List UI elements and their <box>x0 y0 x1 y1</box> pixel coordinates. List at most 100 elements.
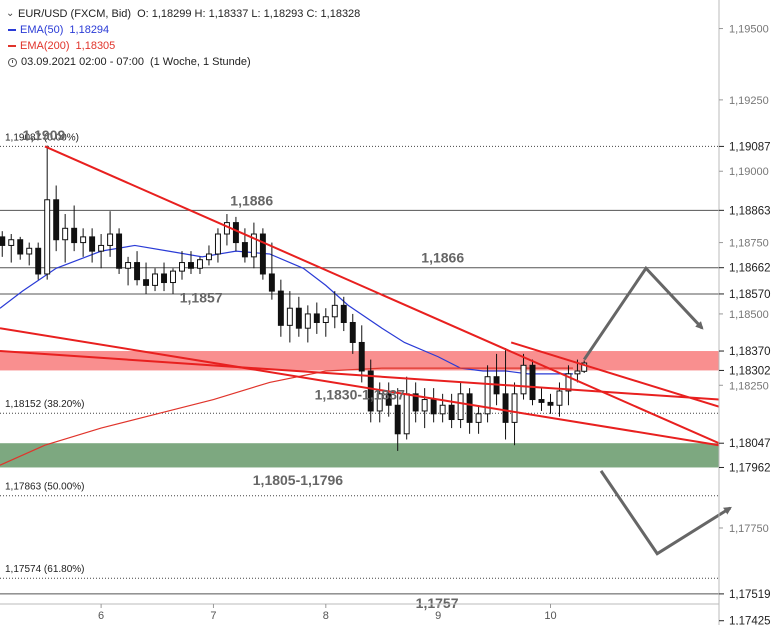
candle-body <box>214 233 221 255</box>
candle-body <box>277 290 284 326</box>
trendline <box>44 145 719 445</box>
candle-body <box>250 233 257 258</box>
candle-body <box>529 364 536 401</box>
y-tick-label: 1,19250 <box>729 95 769 107</box>
legend-ema50-label: EMA(50) <box>20 24 64 36</box>
candle-body <box>62 227 69 241</box>
price-marker-bg <box>720 138 780 155</box>
candle-body <box>581 362 588 372</box>
candle-body <box>367 370 374 412</box>
x-tick-label: 8 <box>323 610 329 622</box>
ema50-line <box>0 244 573 375</box>
candle-body <box>439 404 446 415</box>
candle-body <box>89 236 96 252</box>
ema50-swatch <box>8 29 16 31</box>
candle-body <box>205 253 212 261</box>
candle-body <box>457 393 464 421</box>
price-annotation: 1,1805-1,1796 <box>253 472 344 488</box>
candle-body <box>331 304 338 318</box>
candle-body <box>565 373 572 392</box>
candle-body <box>376 393 383 412</box>
price-marker-bg <box>720 435 780 452</box>
price-marker-bg <box>720 612 780 625</box>
candle-body <box>295 307 302 329</box>
price-marker-label: 1,18863 <box>729 205 771 217</box>
price-marker-bg <box>720 202 780 219</box>
price-marker-label: 1,18370 <box>729 346 771 358</box>
legend-ema200-label: EMA(200) <box>20 40 70 52</box>
candle-body <box>71 227 78 244</box>
candle-body <box>241 242 248 258</box>
price-marker-label: 1,18047 <box>729 438 771 450</box>
candle-body <box>170 270 176 284</box>
candle-body <box>322 316 329 323</box>
candle-body <box>116 233 123 269</box>
candle-body <box>80 236 87 244</box>
candle-body <box>412 393 419 412</box>
candle-body <box>385 393 392 406</box>
trendline <box>0 327 719 447</box>
candle-body <box>188 262 194 269</box>
bearish-scenario-arrow <box>599 470 732 556</box>
candle-body <box>8 239 15 246</box>
candle-body <box>556 390 563 406</box>
price-marker-bg <box>720 459 780 476</box>
candle-body <box>98 244 105 252</box>
price-annotation: 1,1866 <box>421 250 464 266</box>
candle-body <box>421 399 428 412</box>
candle-body <box>313 313 320 323</box>
x-tick-label: 7 <box>210 610 216 622</box>
price-annotation: 1,1886 <box>230 192 273 208</box>
candle-body <box>430 399 437 415</box>
fib-level-label: 1,19087 (0.00%) <box>5 132 79 143</box>
fib-level-label: 1,17574 (61.80%) <box>5 564 85 575</box>
candle-body <box>107 233 114 246</box>
plot-area <box>0 145 719 595</box>
price-annotation: 1,1757 <box>416 595 459 611</box>
candle-body <box>466 393 473 423</box>
candle-body <box>484 376 491 415</box>
chevron-down-icon[interactable]: ⌄ <box>6 8 15 19</box>
candle-body <box>152 273 159 286</box>
candle-body <box>161 273 167 284</box>
price-marker-bg <box>720 259 780 276</box>
candle-body <box>511 393 518 423</box>
candle-body <box>394 404 401 435</box>
candle-body <box>232 222 239 244</box>
candle-body <box>538 399 545 403</box>
price-marker-label: 1,18570 <box>729 289 771 301</box>
legend-ema200-value: 1,18305 <box>75 40 116 52</box>
candle-body <box>143 279 150 286</box>
price-annotation: 1,1830-1,1837 <box>315 387 406 403</box>
x-tick-label: 10 <box>544 610 556 622</box>
price-annotation: 1,1909 <box>22 127 65 143</box>
candle-body <box>197 259 203 269</box>
price-marker-bg <box>720 585 780 602</box>
y-tick-label: 1,19000 <box>729 166 769 178</box>
price-marker-label: 1,18302 <box>729 365 771 377</box>
legend-ohlc: O: 1,18299 H: 1,18337 L: 1,18293 C: 1,18… <box>137 8 361 20</box>
candle-body <box>179 262 185 272</box>
bullish-scenario-arrow <box>582 265 704 361</box>
candle-body <box>304 313 311 329</box>
y-tick-label: 1,19500 <box>729 24 769 36</box>
legend-ema50-value: 1,18294 <box>69 24 110 36</box>
price-marker-label: 1,18662 <box>729 263 771 275</box>
fib-level-label: 1,17863 (50.00%) <box>5 482 85 493</box>
candle-body <box>502 393 509 423</box>
x-tick-label: 9 <box>435 610 441 622</box>
x-tick-label: 6 <box>98 610 104 622</box>
candle-body <box>448 404 455 421</box>
candle-body <box>53 199 60 241</box>
candle-body <box>268 273 275 292</box>
price-marker-bg <box>720 285 780 302</box>
candle-body <box>520 364 527 395</box>
candle-body <box>574 370 581 375</box>
clock-icon <box>8 57 17 67</box>
candle-body <box>358 341 365 372</box>
price-marker-label: 1,17962 <box>729 462 771 474</box>
support-zone <box>0 443 719 468</box>
legend-ema50-row[interactable]: EMA(50) 1,18294 <box>6 22 360 38</box>
legend-ema200-row[interactable]: EMA(200) 1,18305 <box>6 38 360 54</box>
